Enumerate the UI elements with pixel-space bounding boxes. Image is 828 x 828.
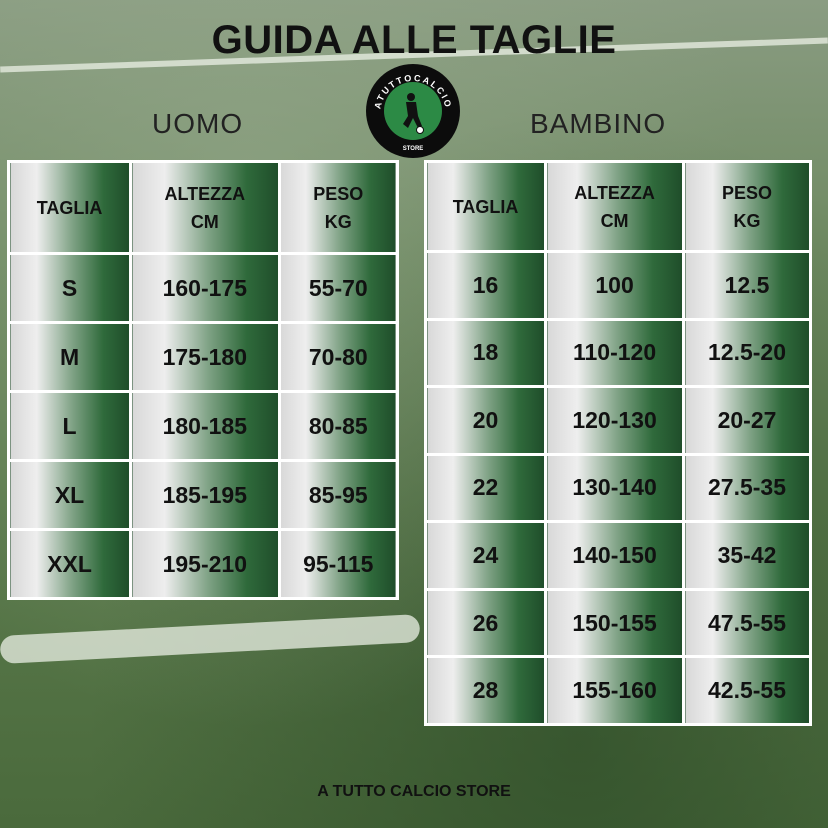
table-row: 28 155-160 42.5-55 — [423, 655, 812, 726]
weight-cell: 47.5-55 — [682, 587, 812, 659]
height-cell: 175-180 — [129, 321, 281, 393]
table-row: S 160-175 55-70 — [6, 252, 400, 324]
table-row: 26 150-155 47.5-55 — [423, 587, 812, 659]
size-cell: 18 — [423, 317, 548, 389]
weight-cell: 55-70 — [277, 252, 400, 324]
weight-cell: 12.5-20 — [682, 317, 812, 389]
size-cell: XXL — [6, 528, 133, 600]
height-cell: 100 — [544, 250, 686, 321]
bambino-label: BAMBINO — [530, 108, 667, 139]
column-header: PESO KG — [682, 160, 812, 253]
page-title: GUIDA ALLE TAGLIE — [211, 18, 617, 62]
height-cell: 150-155 — [544, 587, 686, 659]
column-header: ALTEZZA CM — [129, 160, 281, 255]
weight-cell: 27.5-35 — [682, 452, 812, 524]
column-header: ALTEZZA CM — [544, 160, 686, 253]
size-cell: S — [6, 252, 133, 324]
height-cell: 185-195 — [129, 459, 281, 531]
height-cell: 140-150 — [544, 520, 686, 591]
table-row: XXL 195-210 95-115 — [6, 528, 400, 600]
table-row: 18 110-120 12.5-20 — [423, 317, 812, 389]
size-cell: L — [6, 390, 133, 462]
weight-cell: 42.5-55 — [682, 655, 812, 726]
weight-cell: 80-85 — [277, 390, 400, 462]
height-cell: 155-160 — [544, 655, 686, 726]
footer-text: A TUTTO CALCIO STORE — [317, 783, 511, 800]
bambino-size-table: TAGLIA ALTEZZA CM PESO KG 16 100 12.5 18 110-120 1… — [423, 160, 812, 726]
weight-cell: 20-27 — [682, 385, 812, 456]
height-cell: 180-185 — [129, 390, 281, 462]
height-cell: 110-120 — [544, 317, 686, 389]
size-cell: 20 — [423, 385, 548, 456]
store-logo: ATUTTOCALCIO STORE — [366, 64, 460, 158]
field-line — [0, 614, 421, 664]
table-row: 16 100 12.5 — [423, 250, 812, 321]
height-cell: 160-175 — [129, 252, 281, 324]
size-cell: 28 — [423, 655, 548, 726]
size-cell: 22 — [423, 452, 548, 524]
size-cell: 16 — [423, 250, 548, 321]
weight-cell: 12.5 — [682, 250, 812, 321]
table-row: 22 130-140 27.5-35 — [423, 452, 812, 524]
weight-cell: 70-80 — [277, 321, 400, 393]
column-header: PESO KG — [277, 160, 400, 255]
size-cell: 24 — [423, 520, 548, 591]
weight-cell: 85-95 — [277, 459, 400, 531]
weight-cell: 35-42 — [682, 520, 812, 591]
size-cell: 26 — [423, 587, 548, 659]
column-header: TAGLIA — [423, 160, 548, 253]
size-cell: XL — [6, 459, 133, 531]
size-cell: M — [6, 321, 133, 393]
weight-cell: 95-115 — [277, 528, 400, 600]
height-cell: 120-130 — [544, 385, 686, 456]
height-cell: 195-210 — [129, 528, 281, 600]
table-row: 20 120-130 20-27 — [423, 385, 812, 456]
svg-text:STORE: STORE — [403, 146, 424, 152]
height-cell: 130-140 — [544, 452, 686, 524]
uomo-label: UOMO — [152, 108, 244, 139]
table-row: M 175-180 70-80 — [6, 321, 400, 393]
table-row: XL 185-195 85-95 — [6, 459, 400, 531]
column-header: TAGLIA — [6, 160, 133, 255]
table-row: L 180-185 80-85 — [6, 390, 400, 462]
uomo-size-table: TAGLIA ALTEZZA CM PESO KG S 160-175 55-70 M 175-1… — [6, 160, 400, 600]
table-row: 24 140-150 35-42 — [423, 520, 812, 591]
